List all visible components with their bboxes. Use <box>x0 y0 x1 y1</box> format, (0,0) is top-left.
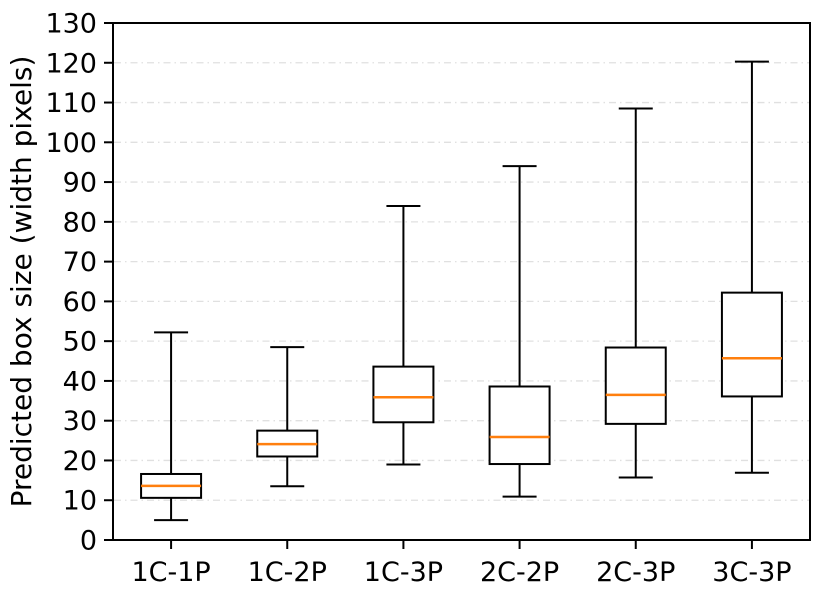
y-tick-label: 110 <box>45 88 97 119</box>
y-tick-label: 10 <box>63 486 97 517</box>
y-tick-label: 0 <box>80 526 97 557</box>
y-tick-label: 50 <box>63 327 97 358</box>
x-tick-label: 1C-1P <box>131 557 210 588</box>
y-tick-label: 90 <box>63 168 97 199</box>
y-axis-label: Predicted box size (width pixels) <box>5 56 38 508</box>
tick-layer: 0 10 20 30 40 50 60 70 80 90 100 110 120 130 1C-1P 1C-2… <box>45 9 791 589</box>
y-tick-label: 130 <box>45 9 97 40</box>
iqr-box <box>720 291 783 398</box>
y-tick-label: 100 <box>45 128 97 159</box>
y-tick-label: 40 <box>63 366 97 397</box>
y-tick-label: 80 <box>63 207 97 238</box>
iqr-box <box>488 385 551 466</box>
grid-layer <box>114 62 809 501</box>
x-tick-label: 1C-3P <box>364 557 443 588</box>
y-tick-label: 20 <box>63 446 97 477</box>
plot-border <box>112 22 811 541</box>
box-layer <box>140 60 783 522</box>
y-tick-label: 60 <box>63 287 97 318</box>
x-tick-label: 2C-2P <box>480 557 559 588</box>
iqr-box <box>604 346 667 425</box>
iqr-box <box>372 365 435 424</box>
x-tick-label: 2C-3P <box>596 557 675 588</box>
y-tick-label: 30 <box>63 406 97 437</box>
x-tick-label: 1C-2P <box>248 557 327 588</box>
y-tick-label: 120 <box>45 48 97 79</box>
x-tick-label: 3C-3P <box>712 557 791 588</box>
y-tick-label: 70 <box>63 247 97 278</box>
